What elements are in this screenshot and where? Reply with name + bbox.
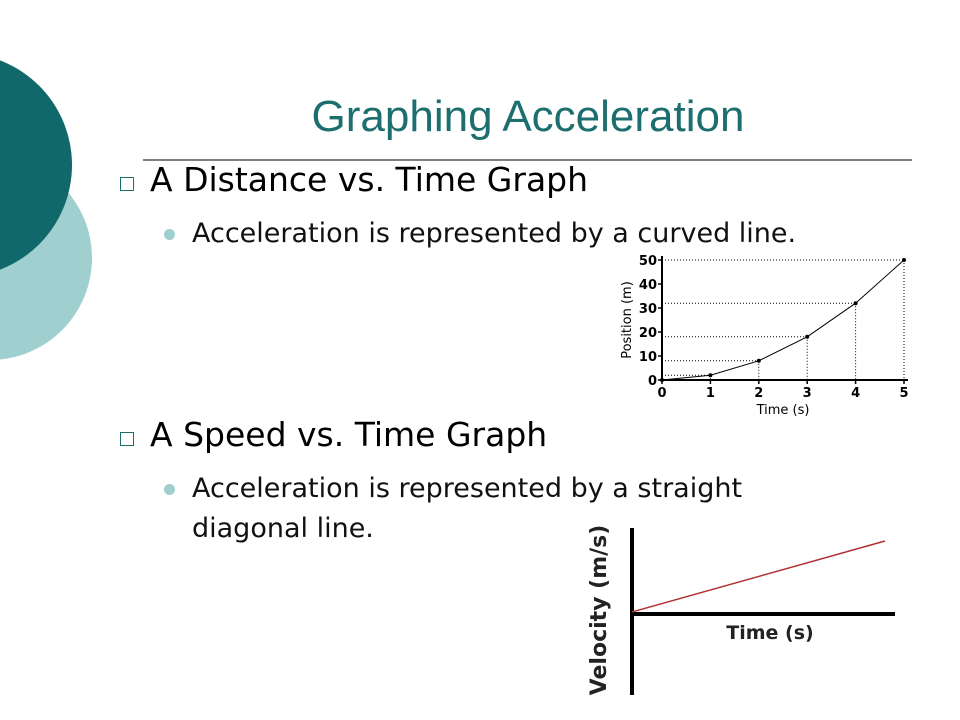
x-tick-label: 5	[899, 386, 908, 401]
data-line	[661, 259, 905, 381]
data-point	[708, 373, 713, 378]
bullet-icon	[120, 177, 134, 191]
x-tick-label: 2	[754, 386, 763, 401]
y-tick-label: 30	[639, 302, 657, 317]
data-point	[805, 334, 810, 339]
section-heading: A Distance vs. Time Graph	[150, 160, 589, 199]
data-point	[902, 258, 906, 262]
section-point: Acceleration is represented by a straigh…	[192, 473, 743, 544]
bullet-icon	[120, 432, 134, 446]
y-tick-label: 50	[639, 254, 657, 269]
y-tick-label: 0	[648, 374, 657, 389]
x-tick-label: 3	[803, 386, 812, 401]
sub-bullet-icon	[164, 229, 175, 240]
x-tick-label: 4	[851, 386, 860, 401]
slide-title: Graphing Acceleration	[311, 92, 745, 141]
y-axis-label: Position (m)	[620, 281, 635, 359]
plot-background	[662, 260, 904, 380]
speed-x-label: Time (s)	[726, 622, 813, 644]
y-tick-label: 20	[639, 326, 657, 341]
speed-y-label: Velocity (m/s)	[587, 525, 612, 696]
data-point	[853, 301, 858, 306]
y-tick-label: 40	[639, 278, 657, 293]
section-point: Acceleration is represented by a curved …	[192, 218, 797, 249]
x-tick-label: 0	[657, 386, 666, 401]
x-tick-label: 1	[706, 386, 715, 401]
decor-circle-dark	[0, 60, 72, 270]
sub-bullet-icon	[164, 484, 175, 495]
section-heading: A Speed vs. Time Graph	[150, 415, 548, 454]
speed-line	[631, 540, 886, 613]
data-point	[756, 358, 761, 363]
x-axis-label: Time (s)	[756, 403, 810, 418]
y-tick-label: 10	[639, 350, 657, 365]
